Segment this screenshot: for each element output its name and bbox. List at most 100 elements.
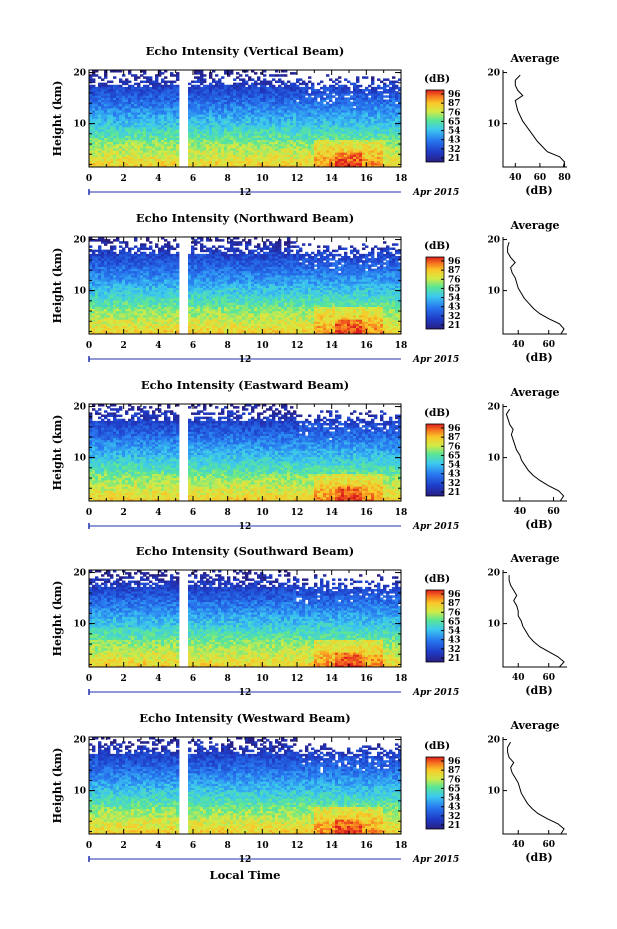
heatmap-cell — [122, 95, 126, 98]
heatmap-cell — [113, 141, 117, 145]
heatmap-cell — [230, 112, 234, 115]
heatmap-cell — [290, 122, 294, 126]
heatmap-cell — [149, 114, 153, 117]
heatmap-cell — [161, 158, 165, 162]
heatmap-cell — [140, 152, 144, 155]
heatmap-cell — [155, 141, 159, 145]
heatmap-cell — [263, 112, 267, 115]
heatmap-cell — [161, 126, 165, 130]
heatmap-cell — [293, 162, 297, 166]
heatmap-cell — [176, 122, 180, 126]
heatmap-cell — [335, 99, 339, 103]
heatmap-cell — [98, 97, 102, 100]
heatmap-cell — [257, 124, 261, 128]
heatmap-cell — [278, 160, 282, 164]
heatmap-cell — [221, 107, 225, 111]
heatmap-cell — [230, 93, 234, 96]
heatmap-cell — [206, 152, 210, 155]
heatmap-cell — [317, 152, 321, 155]
heatmap-cell — [275, 112, 279, 115]
heatmap-cell — [332, 135, 336, 138]
heatmap-cell — [92, 249, 96, 253]
heatmap-cell — [134, 93, 138, 96]
heatmap-cell — [269, 152, 273, 155]
heatmap-cell — [143, 95, 147, 98]
heatmap-cell — [137, 84, 141, 88]
heatmap-cell — [113, 116, 117, 119]
heatmap-cell — [353, 164, 357, 168]
heatmap-cell — [149, 126, 153, 130]
heatmap-cell — [347, 133, 351, 136]
heatmap-cell — [350, 164, 354, 168]
heatmap-cell — [326, 124, 330, 128]
heatmap-cell — [377, 152, 381, 155]
heatmap-cell — [167, 122, 171, 126]
heatmap-cell — [98, 103, 102, 107]
heatmap-cell — [278, 150, 282, 153]
heatmap-cell — [221, 99, 225, 103]
heatmap-cell — [284, 129, 288, 132]
heatmap-cell — [317, 88, 321, 92]
heatmap-cell — [272, 141, 276, 145]
heatmap-cell — [167, 141, 171, 145]
heatmap-cell — [308, 107, 312, 111]
heatmap-cell — [116, 154, 120, 157]
heatmap-cell — [305, 124, 309, 128]
heatmap-cell — [332, 152, 336, 155]
heatmap-cell — [116, 129, 120, 132]
heatmap-cell — [347, 97, 351, 100]
heatmap-cell — [371, 118, 375, 122]
heatmap-cell — [128, 107, 132, 111]
heatmap-cell — [146, 131, 150, 134]
heatmap-cell — [152, 91, 156, 94]
heatmap-cell — [227, 124, 231, 128]
heatmap-cell — [173, 162, 177, 166]
heatmap-cell — [128, 152, 132, 155]
heatmap-cell — [380, 158, 384, 162]
heatmap-cell — [218, 80, 222, 84]
heatmap-cell — [308, 118, 312, 122]
heatmap-cell — [131, 164, 135, 168]
heatmap-cell — [341, 152, 345, 155]
heatmap-cell — [269, 145, 273, 149]
heatmap-cell — [236, 145, 240, 149]
heatmap-cell — [227, 93, 231, 96]
heatmap-cell — [296, 158, 300, 162]
heatmap-cell — [200, 86, 204, 90]
heatmap-cell — [89, 133, 93, 136]
heatmap-cell — [380, 139, 384, 143]
heatmap-cell — [263, 118, 267, 122]
heatmap-cell — [281, 110, 285, 113]
heatmap-cell — [245, 162, 249, 166]
heatmap-cell — [371, 120, 375, 124]
heatmap-cell — [344, 129, 348, 132]
heatmap-cell — [107, 99, 111, 103]
heatmap-cell — [374, 126, 378, 130]
heatmap-cell — [278, 156, 282, 159]
heatmap-cell — [302, 124, 306, 128]
heatmap-cell — [353, 114, 357, 117]
heatmap-cell — [242, 139, 246, 143]
heatmap-cell — [239, 160, 243, 164]
heatmap-cell — [278, 110, 282, 113]
heatmap-cell — [188, 139, 192, 143]
heatmap-cell — [194, 88, 198, 92]
heatmap-cell — [350, 139, 354, 143]
heatmap-cell — [338, 80, 342, 84]
heatmap-cell — [119, 99, 123, 103]
heatmap-cell — [209, 116, 213, 119]
heatmap-cell — [356, 162, 360, 166]
heatmap-cell — [197, 122, 201, 126]
heatmap-cell — [227, 152, 231, 155]
heatmap-cell — [263, 126, 267, 130]
heatmap-cell — [242, 143, 246, 147]
heatmap-cell — [146, 133, 150, 136]
heatmap-cell — [134, 158, 138, 162]
heatmap-cell — [236, 164, 240, 168]
heatmap-cell — [248, 95, 252, 98]
heatmap-cell — [224, 158, 228, 162]
heatmap-cell — [119, 241, 123, 244]
heatmap-cell — [227, 105, 231, 109]
heatmap-cell — [320, 133, 324, 136]
heatmap-cell — [308, 97, 312, 100]
